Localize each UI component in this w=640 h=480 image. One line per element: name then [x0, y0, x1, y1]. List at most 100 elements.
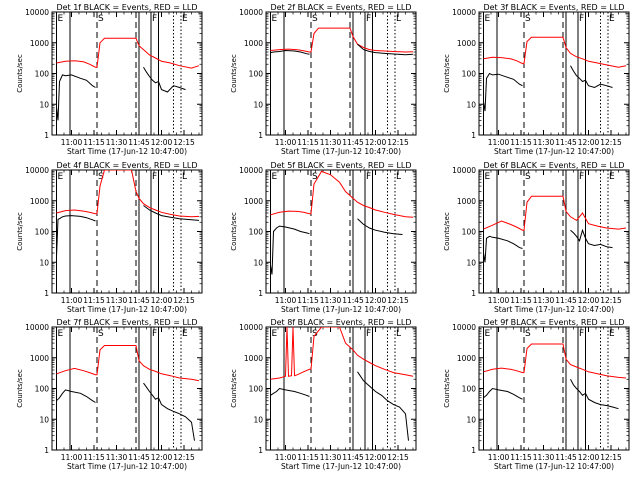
event-marker-label: S	[98, 14, 104, 24]
x-tick-label: 11:00	[488, 296, 510, 305]
event-marker-label: E	[58, 14, 64, 24]
event-marker-label: L	[396, 329, 401, 339]
x-tick-label: 12:00	[578, 138, 600, 147]
panel-1: Det 1f BLACK = Events, RED = LLD 1 10 100 10…	[16, 3, 203, 156]
event-marker-label: F	[152, 14, 157, 24]
event-marker-label: L	[396, 172, 401, 182]
event-marker-label: F	[366, 14, 371, 24]
y-tick-label: 100	[462, 70, 477, 79]
x-tick-label: 11:30	[533, 138, 555, 147]
x-tick-label: 12:00	[578, 453, 600, 462]
plot-frame	[478, 326, 630, 451]
y-tick-label: 100	[249, 228, 264, 237]
series-line-black	[483, 228, 613, 263]
x-axis-label: Start Time (17-Jun-12 10:47:00)	[67, 462, 187, 471]
event-marker-label: L	[182, 172, 187, 182]
event-marker-label: S	[312, 14, 318, 24]
x-tick-label: 11:45	[342, 138, 364, 147]
x-tick-label: 11:15	[83, 296, 105, 305]
x-tick-label: 12:00	[151, 138, 173, 147]
event-marker-label: E	[272, 329, 278, 339]
x-tick-label: 12:15	[173, 453, 195, 462]
plot-frame	[478, 11, 630, 136]
panel-title: Det 5f BLACK = Events, RED = LLD	[270, 161, 411, 170]
x-tick-label: 11:15	[83, 138, 105, 147]
y-tick-label: 1	[258, 131, 263, 140]
plot-frame	[265, 326, 417, 451]
x-axis-label: Start Time (17-Jun-12 10:47:00)	[281, 305, 401, 314]
x-tick-label: 11:00	[275, 138, 297, 147]
series-line-red	[270, 327, 414, 380]
x-tick-label: 12:00	[365, 453, 387, 462]
x-tick-label: 11:30	[106, 296, 128, 305]
series-line-red	[483, 36, 627, 68]
event-marker-label: F	[152, 329, 157, 339]
series-line-red	[270, 170, 414, 218]
plot-frame	[51, 11, 203, 136]
x-tick-label: 12:15	[387, 453, 409, 462]
y-axis-label: Counts/sec	[443, 212, 451, 251]
x-tick-label: 11:15	[510, 296, 532, 305]
event-marker-label: S	[525, 172, 531, 182]
x-tick-label: 12:00	[151, 296, 173, 305]
y-tick-label: 10000	[452, 166, 476, 175]
event-marker-label: E	[485, 329, 491, 339]
y-tick-label: 1000	[30, 354, 49, 363]
x-tick-label: 11:30	[320, 453, 342, 462]
x-axis-label: Start Time (17-Jun-12 10:47:00)	[281, 147, 401, 156]
panel-3: Det 3f BLACK = Events, RED = LLD 1 10 100 10…	[443, 3, 630, 156]
y-tick-label: 1000	[30, 39, 49, 48]
y-tick-label: 10000	[25, 8, 49, 17]
x-tick-label: 11:00	[275, 453, 297, 462]
panel-title: Det 3f BLACK = Events, RED = LLD	[483, 3, 624, 12]
y-tick-label: 1	[44, 131, 49, 140]
y-tick-label: 100	[35, 228, 50, 237]
series-line-red	[483, 343, 627, 379]
y-tick-label: 1000	[244, 197, 263, 206]
x-tick-label: 12:00	[151, 453, 173, 462]
x-tick-label: 12:00	[578, 296, 600, 305]
y-tick-label: 100	[249, 385, 264, 394]
x-tick-label: 12:15	[600, 138, 622, 147]
y-tick-label: 1000	[457, 354, 476, 363]
panel-title: Det 2f BLACK = Events, RED = LLD	[270, 3, 411, 12]
series-line-red	[270, 27, 414, 53]
x-axis-label: Start Time (17-Jun-12 10:47:00)	[67, 305, 187, 314]
series-line-black	[270, 43, 414, 56]
y-axis-label: Counts/sec	[443, 369, 451, 408]
series-line-black	[56, 382, 195, 441]
y-tick-label: 10000	[25, 323, 49, 332]
x-axis-label: Start Time (17-Jun-12 10:47:00)	[494, 305, 614, 314]
x-axis-label: Start Time (17-Jun-12 10:47:00)	[67, 147, 187, 156]
event-marker-label: S	[525, 329, 531, 339]
series-line-red	[56, 170, 200, 218]
event-marker-label: L	[396, 14, 401, 24]
y-tick-label: 10000	[452, 323, 476, 332]
x-tick-label: 11:45	[555, 296, 577, 305]
plot-frame	[265, 11, 417, 136]
event-marker-label: E	[182, 14, 188, 24]
series-line-red	[56, 37, 200, 69]
series-line-black	[56, 205, 200, 257]
y-tick-label: 10000	[239, 323, 263, 332]
plot-frame	[478, 169, 630, 294]
y-tick-label: 1	[44, 446, 49, 455]
x-tick-label: 12:15	[600, 453, 622, 462]
x-tick-label: 12:15	[600, 296, 622, 305]
x-tick-label: 11:00	[488, 453, 510, 462]
event-marker-label: F	[579, 14, 584, 24]
y-axis-label: Counts/sec	[16, 212, 24, 251]
x-tick-label: 11:00	[61, 296, 83, 305]
event-marker-label: E	[58, 172, 64, 182]
panel-8: Det 8f BLACK = Events, RED = LLD 1 10 100 10…	[230, 318, 417, 471]
series-line-black	[56, 66, 186, 121]
y-tick-label: 100	[462, 228, 477, 237]
y-tick-label: 10	[466, 415, 476, 424]
y-tick-label: 1	[471, 289, 476, 298]
x-tick-label: 11:45	[342, 453, 364, 462]
event-marker-label: E	[485, 14, 491, 24]
x-tick-label: 11:15	[297, 138, 319, 147]
panel-title: Det 7f BLACK = Events, RED = LLD	[56, 318, 197, 327]
y-tick-label: 10	[466, 258, 476, 267]
x-axis-label: Start Time (17-Jun-12 10:47:00)	[494, 147, 614, 156]
